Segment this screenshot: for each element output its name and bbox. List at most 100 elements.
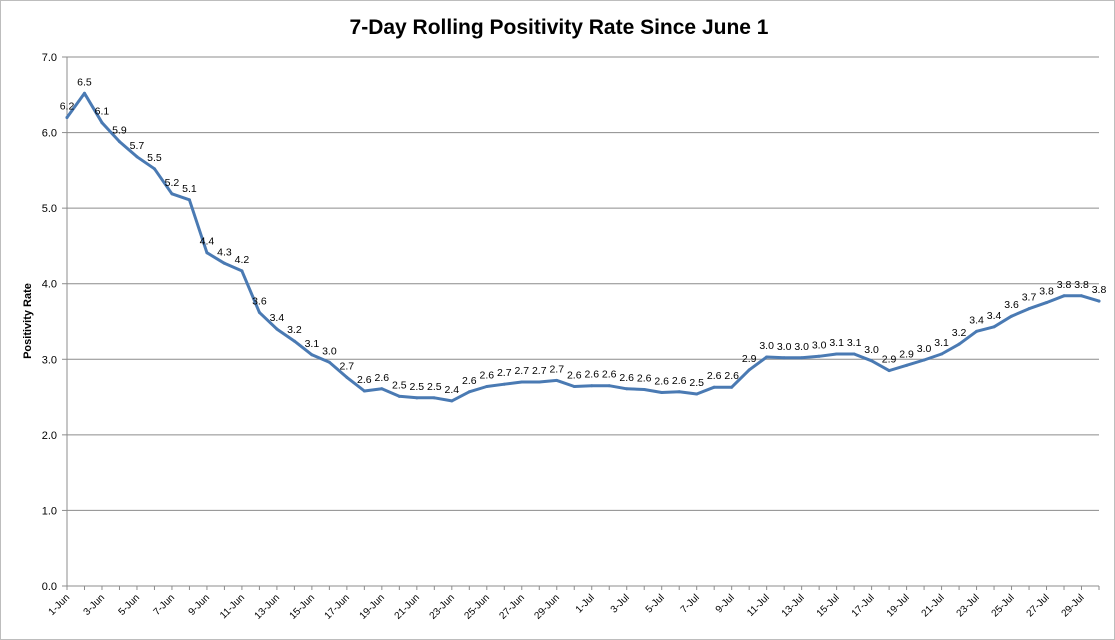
y-tick-label: 2.0	[42, 430, 57, 442]
x-tick-label: 27-Jul	[1025, 592, 1052, 619]
y-tick-label: 3.0	[42, 354, 57, 366]
x-tick-label: 1-Jul	[574, 592, 597, 615]
x-tick-label: 7-Jul	[679, 592, 702, 615]
data-label: 2.7	[532, 365, 547, 377]
x-tick-label: 25-Jul	[990, 592, 1017, 619]
data-label: 5.5	[147, 152, 162, 164]
data-label: 3.4	[987, 310, 1002, 322]
data-label: 3.6	[252, 295, 267, 307]
gridlines	[67, 56, 1099, 511]
data-label: 3.6	[1004, 299, 1019, 311]
data-label: 2.6	[357, 374, 372, 386]
x-tick-label: 3-Jun	[82, 592, 107, 617]
data-point	[1027, 307, 1031, 311]
chart-title: 7-Day Rolling Positivity Rate Since June…	[350, 16, 769, 39]
data-label: 2.7	[497, 367, 512, 379]
x-tick-label: 25-Jun	[463, 592, 492, 621]
data-point	[292, 339, 296, 343]
y-tick-label: 5.0	[42, 203, 57, 215]
data-point	[467, 390, 471, 394]
x-tick-label: 21-Jul	[920, 592, 947, 619]
data-label: 3.1	[829, 337, 844, 349]
data-label: 2.6	[567, 369, 582, 381]
data-label: 6.1	[95, 106, 110, 118]
y-axis-label: Positivity Rate	[22, 283, 34, 359]
data-label: 2.5	[392, 379, 407, 391]
x-tick-label: 11-Jul	[745, 592, 772, 619]
data-label: 2.6	[672, 375, 687, 387]
x-tick-label: 9-Jun	[187, 592, 212, 617]
data-label: 2.7	[514, 365, 529, 377]
data-point	[782, 356, 786, 360]
data-point	[1062, 294, 1066, 298]
x-tick-label: 29-Jul	[1060, 592, 1087, 619]
x-tick-label: 27-Jun	[498, 592, 527, 621]
data-point	[747, 368, 751, 372]
x-tick-label: 3-Jul	[609, 592, 632, 615]
data-point	[520, 380, 524, 384]
y-tick-label: 7.0	[42, 52, 57, 64]
x-tick-label: 11-Jun	[218, 592, 247, 621]
data-point	[65, 115, 69, 119]
data-point	[1010, 314, 1014, 318]
data-point	[1080, 294, 1084, 298]
data-label: 2.9	[742, 353, 757, 365]
data-point	[275, 327, 279, 331]
data-label: 2.6	[375, 372, 390, 384]
data-point	[485, 384, 489, 388]
data-point	[187, 198, 191, 202]
data-point	[415, 396, 419, 400]
data-point	[677, 390, 681, 394]
x-tick-label: 15-Jul	[815, 592, 842, 619]
data-label: 2.6	[637, 373, 652, 385]
x-tick-label: 23-Jul	[955, 592, 982, 619]
x-tick-label: 17-Jul	[850, 592, 877, 619]
data-label: 3.2	[952, 327, 967, 339]
data-point	[765, 355, 769, 359]
data-label: 3.2	[287, 324, 302, 336]
data-point	[730, 385, 734, 389]
x-tick-label: 9-Jul	[714, 592, 737, 615]
data-label: 2.9	[882, 354, 897, 366]
data-point	[502, 382, 506, 386]
data-label: 3.8	[1074, 279, 1089, 291]
data-point	[817, 354, 821, 358]
data-point	[572, 384, 576, 388]
positivity-rate-line	[65, 91, 1101, 403]
data-point	[205, 251, 209, 255]
data-point	[135, 155, 139, 159]
data-label: 2.6	[462, 375, 477, 387]
data-label: 2.6	[584, 369, 599, 381]
x-tick-label: 19-Jun	[358, 592, 387, 621]
data-label: 5.1	[182, 183, 197, 195]
data-label: 3.0	[777, 341, 792, 353]
data-point	[1045, 301, 1049, 305]
x-tick-label: 21-Jun	[393, 592, 422, 621]
data-point	[310, 353, 314, 357]
y-tick-label: 6.0	[42, 128, 57, 140]
data-point	[117, 140, 121, 144]
x-tick-label: 29-Jun	[532, 592, 561, 621]
data-point	[887, 369, 891, 373]
data-point	[660, 391, 664, 395]
data-label: 3.0	[759, 340, 774, 352]
data-label: 2.4	[445, 384, 460, 396]
x-tick-label: 17-Jun	[323, 592, 352, 621]
x-tick-label: 7-Jun	[152, 592, 177, 617]
x-tick-label: 5-Jun	[117, 592, 142, 617]
data-point	[555, 378, 559, 382]
data-labels: 6.26.56.15.95.75.55.25.14.44.34.23.63.43…	[60, 76, 1107, 396]
data-label: 2.7	[340, 360, 355, 372]
series-positivity-rate	[65, 91, 1101, 403]
data-point	[345, 375, 349, 379]
x-tick-label: 1-Jun	[47, 592, 72, 617]
x-tick-label: 13-Jul	[780, 592, 807, 619]
data-label: 5.9	[112, 125, 127, 137]
data-point	[800, 356, 804, 360]
data-point	[695, 392, 699, 396]
x-tick-label: 13-Jun	[253, 592, 282, 621]
data-label: 2.5	[689, 377, 704, 389]
x-tick-label: 5-Jul	[644, 592, 667, 615]
data-point	[537, 380, 541, 384]
